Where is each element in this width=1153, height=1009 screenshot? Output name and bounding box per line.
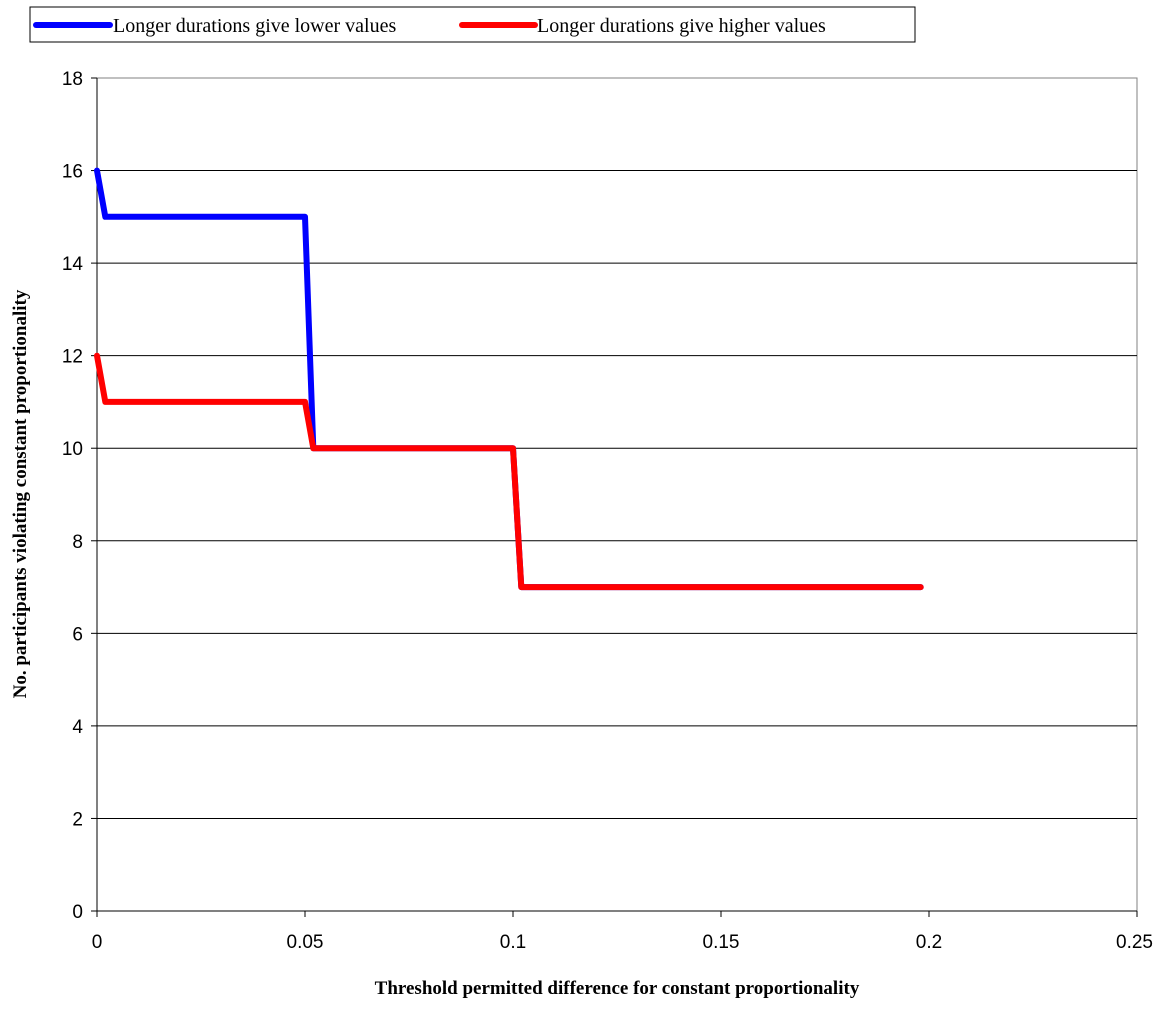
plot-area [91,77,1138,917]
x-tick-labels: 0 0.05 0.1 0.15 0.2 0.25 [92,932,1153,953]
plot-frame [96,77,1138,912]
legend-label-series-0: Longer durations give lower values [113,15,396,37]
y-tick-label: 18 [62,69,83,90]
y-tick-label: 16 [62,162,83,183]
y-tick-label: 6 [72,624,83,645]
y-tick-label: 4 [72,717,83,738]
gridlines [97,170,1137,819]
y-tick-label: 14 [62,254,84,275]
x-tick-label: 0.25 [1116,932,1153,953]
legend-label-series-1: Longer durations give higher values [537,15,826,37]
x-tick-label: 0.1 [500,932,526,953]
y-axis-title: No. participants violating constant prop… [10,289,31,698]
axes [91,77,1138,917]
y-tick-label: 0 [72,902,83,923]
x-tick-label: 0.2 [916,932,942,953]
legend: Longer durations give lower values Longe… [29,6,916,43]
y-tick-label: 2 [72,809,83,830]
x-tick-label: 0 [92,932,103,953]
y-tick-labels: 0 2 4 6 8 10 12 14 16 18 [62,69,84,923]
series-line-1 [94,352,924,591]
x-axis-title: Threshold permitted difference for const… [375,978,860,999]
y-tick-label: 8 [72,532,83,553]
series-lines [94,167,924,591]
x-tick-label: 0.05 [287,932,324,953]
y-tick-label: 10 [62,439,83,460]
x-tick-label: 0.15 [703,932,740,953]
y-tick-label: 12 [62,347,83,368]
